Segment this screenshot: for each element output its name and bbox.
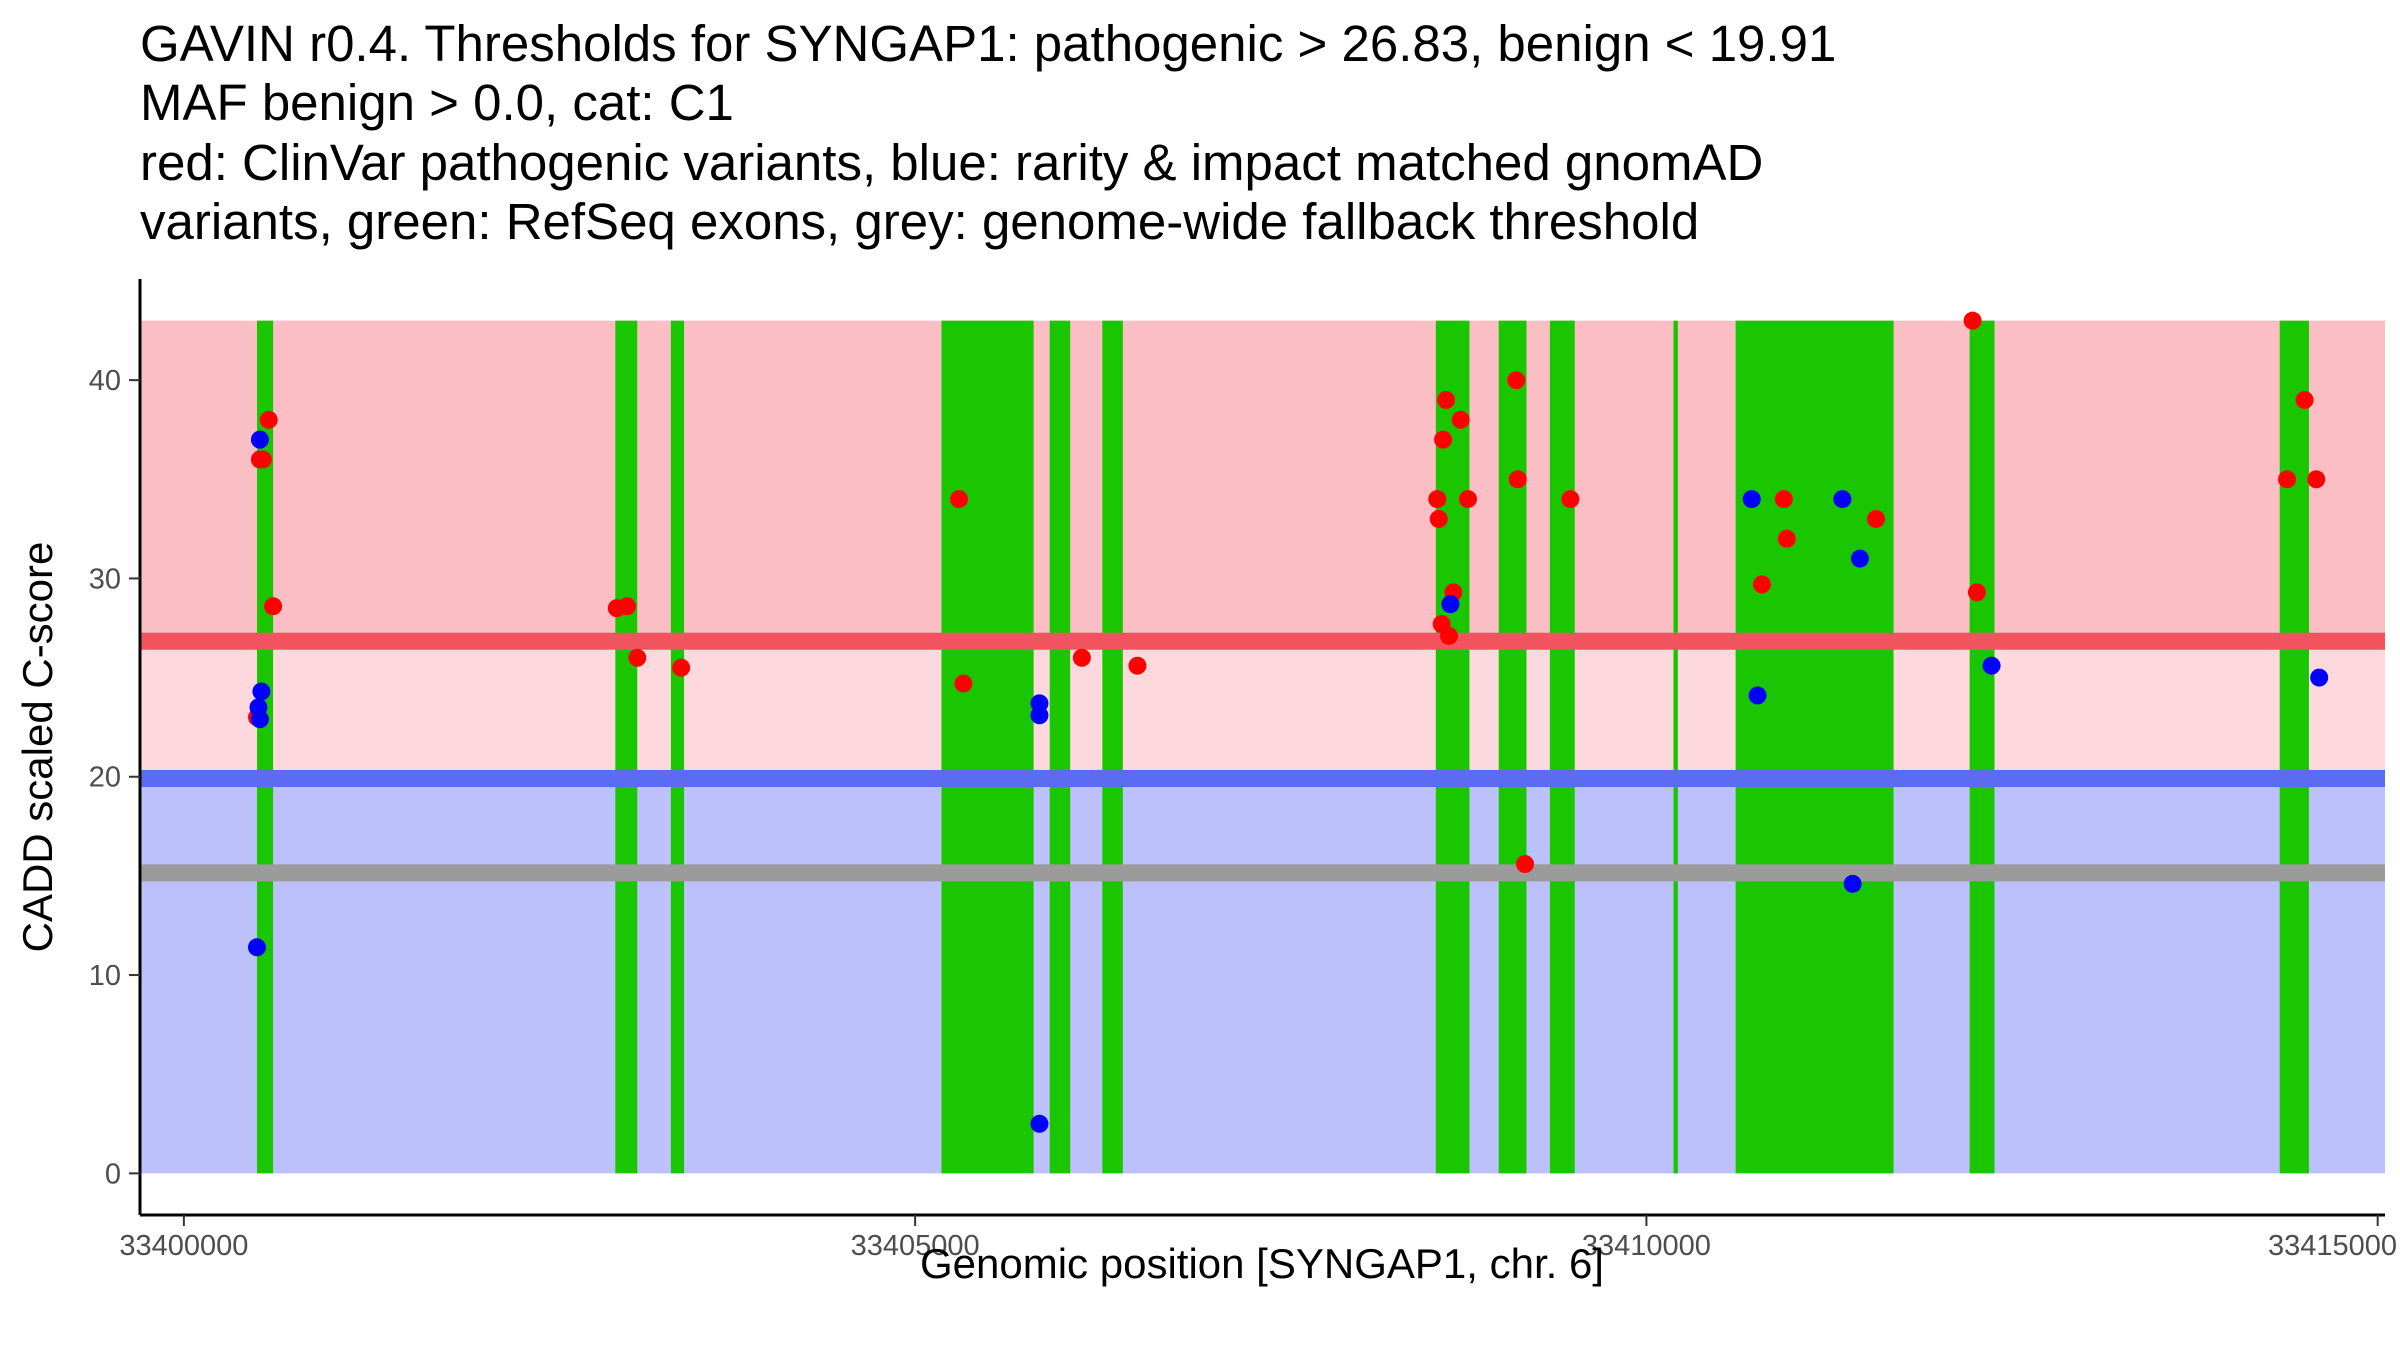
exon-band — [1673, 320, 1678, 1174]
gnomad-variant-point — [1982, 656, 2001, 675]
clinvar-pathogenic-point — [1963, 311, 1982, 330]
clinvar-pathogenic-point — [264, 597, 283, 616]
y-tick-label: 10 — [89, 960, 121, 992]
clinvar-pathogenic-point — [1774, 490, 1793, 509]
clinvar-pathogenic-point — [1508, 470, 1527, 489]
clinvar-pathogenic-point — [2278, 470, 2297, 489]
exon-band — [2279, 320, 2309, 1174]
refseq-exons — [257, 320, 2309, 1174]
y-tick-label: 20 — [89, 762, 121, 794]
chart-title: GAVIN r0.4. Thresholds for SYNGAP1: path… — [140, 15, 1836, 250]
exon-band — [257, 320, 274, 1174]
gnomad-variant-point — [252, 682, 271, 701]
y-tick-label: 0 — [105, 1158, 121, 1190]
gnomad-variant-point — [1843, 874, 1862, 893]
variant-points — [248, 311, 2329, 1133]
exon-band — [1102, 320, 1123, 1174]
gnomad-variant-point — [1030, 1114, 1049, 1133]
gnomad-variant-point — [1850, 549, 1869, 568]
clinvar-pathogenic-point — [253, 450, 272, 469]
clinvar-pathogenic-point — [954, 674, 973, 693]
gnomad-variant-point — [2310, 668, 2329, 687]
x-tick-label: 33400000 — [119, 1230, 248, 1262]
clinvar-pathogenic-point — [1967, 583, 1986, 602]
y-axis-ticks: 0 10 20 30 40 — [89, 365, 140, 1190]
clinvar-pathogenic-point — [1451, 410, 1470, 429]
clinvar-pathogenic-point — [1072, 648, 1091, 667]
y-tick-label: 40 — [89, 365, 121, 397]
title-line-4: variants, green: RefSeq exons, grey: gen… — [140, 193, 1699, 250]
gnomad-variant-point — [1742, 490, 1761, 509]
clinvar-pathogenic-point — [1458, 490, 1477, 509]
y-tick-label: 30 — [89, 563, 121, 595]
clinvar-pathogenic-point — [1428, 490, 1447, 509]
clinvar-pathogenic-point — [1429, 509, 1448, 528]
clinvar-pathogenic-point — [1507, 371, 1526, 390]
gnomad-variant-point — [250, 430, 269, 449]
x-axis-ticks: 33400000 33405000 33410000 33415000 — [119, 1215, 2397, 1262]
x-tick-label: 33410000 — [1582, 1230, 1711, 1262]
exon-band — [670, 320, 685, 1174]
y-axis-title: CADD scaled C-score — [14, 542, 61, 953]
gnomad-variant-point — [1833, 490, 1852, 509]
x-axis-title: Genomic position [SYNGAP1, chr. 6] — [920, 1240, 1604, 1287]
axes — [138, 279, 2385, 1217]
clinvar-pathogenic-point — [2295, 390, 2314, 409]
benign-zone — [140, 778, 2385, 1174]
clinvar-pathogenic-point — [1867, 509, 1886, 528]
exon-band — [1969, 320, 1995, 1174]
clinvar-pathogenic-point — [2307, 470, 2326, 489]
threshold-lines — [140, 632, 2385, 882]
clinvar-pathogenic-point — [1437, 390, 1456, 409]
title-line-3: red: ClinVar pathogenic variants, blue: … — [140, 134, 1763, 191]
clinvar-pathogenic-point — [259, 410, 278, 429]
exon-band — [1435, 320, 1470, 1174]
x-tick-label: 33415000 — [2268, 1230, 2397, 1262]
clinvar-pathogenic-point — [1128, 656, 1147, 675]
title-line-2: MAF benign > 0.0, cat: C1 — [140, 74, 734, 131]
clinvar-pathogenic-point — [950, 490, 969, 509]
clinvar-pathogenic-point — [1752, 575, 1771, 594]
gnomad-variant-point — [250, 710, 269, 729]
x-tick-label: 33405000 — [851, 1230, 980, 1262]
pathogenic-zone — [140, 320, 2385, 642]
clinvar-pathogenic-point — [618, 597, 637, 616]
clinvar-pathogenic-point — [1439, 626, 1458, 645]
threshold-zones — [140, 320, 2385, 1174]
clinvar-pathogenic-point — [628, 648, 647, 667]
clinvar-pathogenic-point — [1516, 855, 1535, 873]
title-line-1: GAVIN r0.4. Thresholds for SYNGAP1: path… — [140, 15, 1836, 72]
clinvar-pathogenic-point — [1434, 430, 1453, 449]
gnomad-variant-point — [1748, 686, 1767, 705]
gnomad-variant-point — [248, 938, 267, 957]
gnomad-variant-point — [1441, 595, 1460, 614]
clinvar-pathogenic-point — [1561, 490, 1580, 509]
exon-band — [1549, 320, 1575, 1174]
clinvar-pathogenic-point — [1777, 529, 1796, 548]
exon-band — [615, 320, 638, 1174]
exon-band — [1498, 320, 1527, 1174]
exon-band — [941, 320, 1034, 1174]
gnomad-variant-point — [1030, 706, 1049, 725]
exon-band — [1735, 320, 1894, 1174]
clinvar-pathogenic-point — [672, 658, 691, 677]
exon-band — [1049, 320, 1071, 1174]
intermediate-zone — [140, 641, 2385, 779]
